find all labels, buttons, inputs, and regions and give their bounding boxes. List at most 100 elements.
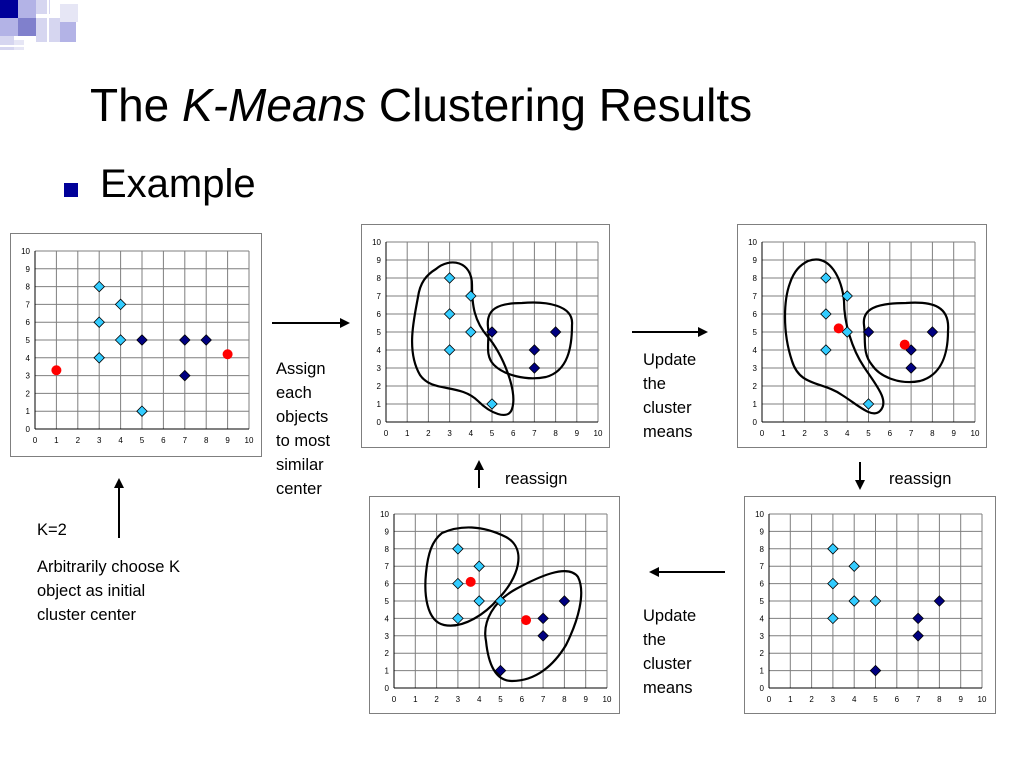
y-tick-label: 1: [760, 667, 765, 676]
cluster-outline: [424, 526, 520, 627]
data-point-cluster-b: [933, 595, 946, 607]
x-tick-label: 6: [895, 695, 900, 704]
data-point-cluster-b: [179, 334, 191, 346]
chart-assigned: 0 0 1 1 2 2 3 3 4 4 5 5 6 6 7 7 8 8 9 9 10 10: [361, 224, 610, 448]
x-tick-label: 2: [434, 695, 439, 704]
x-tick-label: 3: [824, 429, 829, 438]
y-tick-label: 4: [377, 346, 382, 355]
cluster-center: [899, 339, 910, 350]
x-tick-label: 3: [97, 436, 102, 445]
arrow-right-icon: [632, 327, 708, 337]
y-tick-label: 8: [760, 545, 765, 554]
data-point-cluster-a: [93, 280, 105, 293]
y-tick-label: 3: [377, 364, 382, 373]
data-point-cluster-b: [179, 369, 191, 382]
x-tick-label: 10: [978, 695, 987, 704]
x-tick-label: 2: [76, 436, 81, 445]
update-means-label-2: Update the cluster means: [643, 607, 697, 697]
data-point-cluster-a: [869, 595, 882, 607]
x-tick-label: 5: [498, 695, 503, 704]
x-tick-label: 4: [845, 429, 850, 438]
data-point-cluster-b: [549, 326, 562, 338]
data-point-cluster-a: [465, 290, 477, 302]
x-tick-label: 5: [873, 695, 878, 704]
arrow-right-icon: [272, 318, 350, 328]
y-tick-label: 8: [377, 274, 382, 283]
x-tick-label: 7: [541, 695, 546, 704]
arrow-down-icon: [855, 462, 865, 490]
x-tick-label: 9: [583, 695, 588, 704]
x-tick-label: 6: [161, 436, 166, 445]
bullet-example: Example: [100, 162, 256, 206]
y-tick-label: 5: [377, 328, 382, 337]
y-tick-label: 5: [26, 336, 31, 345]
y-tick-label: 2: [753, 382, 758, 391]
data-point-cluster-b: [528, 362, 541, 374]
data-point-cluster-a: [443, 308, 456, 320]
x-tick-label: 0: [392, 695, 397, 704]
x-tick-label: 0: [767, 695, 772, 704]
y-tick-label: 2: [377, 382, 382, 391]
x-tick-label: 8: [937, 695, 942, 704]
x-tick-label: 8: [553, 429, 558, 438]
data-point-cluster-a: [136, 405, 148, 417]
y-tick-label: 9: [385, 527, 390, 536]
arrow-left-icon: [649, 567, 725, 577]
y-tick-label: 2: [26, 389, 31, 398]
x-tick-label: 0: [384, 429, 389, 438]
y-tick-label: 8: [385, 545, 390, 554]
x-tick-label: 7: [916, 695, 921, 704]
data-point-cluster-a: [452, 612, 464, 625]
cluster-outline: [410, 261, 515, 417]
y-tick-label: 6: [753, 310, 758, 319]
y-tick-label: 6: [760, 580, 765, 589]
data-point-cluster-a: [93, 352, 105, 364]
y-tick-label: 7: [753, 292, 758, 301]
data-point-cluster-b: [200, 334, 212, 346]
y-tick-label: 10: [380, 510, 389, 519]
x-tick-label: 4: [469, 429, 474, 438]
x-tick-label: 10: [603, 695, 612, 704]
x-tick-label: 10: [971, 429, 980, 438]
y-tick-label: 2: [385, 649, 390, 658]
reassign-label-2: reassign: [889, 470, 952, 488]
y-tick-label: 3: [26, 372, 31, 381]
y-tick-label: 9: [753, 256, 758, 265]
assign-label: Assign each objects to most similar center: [276, 360, 331, 498]
data-point-cluster-a: [114, 298, 127, 311]
chart-initial: 0 0 1 1 2 2 3 3 4 4 5 5 6 6 7 7 8 8 9 9 10 10: [10, 233, 262, 457]
y-tick-label: 5: [385, 597, 390, 606]
x-tick-label: 5: [866, 429, 871, 438]
y-tick-label: 3: [385, 632, 390, 641]
y-tick-label: 6: [377, 310, 382, 319]
y-tick-label: 0: [385, 684, 390, 693]
data-point-cluster-b: [494, 664, 507, 677]
x-tick-label: 2: [809, 695, 814, 704]
x-tick-label: 7: [909, 429, 914, 438]
data-point-cluster-a: [820, 344, 832, 356]
y-tick-label: 0: [760, 684, 765, 693]
x-tick-label: 6: [511, 429, 516, 438]
data-point-cluster-a: [114, 334, 127, 346]
data-point-cluster-a: [494, 595, 507, 607]
y-tick-label: 4: [385, 614, 390, 623]
data-point-cluster-a: [827, 612, 839, 625]
y-tick-label: 10: [748, 238, 757, 247]
data-point-cluster-a: [452, 577, 464, 590]
data-point-cluster-b: [558, 595, 571, 607]
y-tick-label: 9: [377, 256, 382, 265]
cluster-outline: [484, 570, 583, 683]
data-point-cluster-a: [93, 316, 105, 328]
data-point-cluster-b: [926, 326, 939, 338]
x-tick-label: 1: [788, 695, 793, 704]
k-label: K=2: [37, 521, 67, 539]
arrow-up-icon: [114, 478, 124, 538]
x-tick-label: 3: [831, 695, 836, 704]
cluster-center: [51, 365, 62, 376]
data-point-cluster-b: [528, 344, 541, 356]
x-tick-label: 0: [33, 436, 38, 445]
x-tick-label: 1: [413, 695, 418, 704]
data-point-cluster-b: [136, 334, 148, 346]
x-tick-label: 0: [760, 429, 765, 438]
data-point-cluster-a: [443, 344, 456, 356]
